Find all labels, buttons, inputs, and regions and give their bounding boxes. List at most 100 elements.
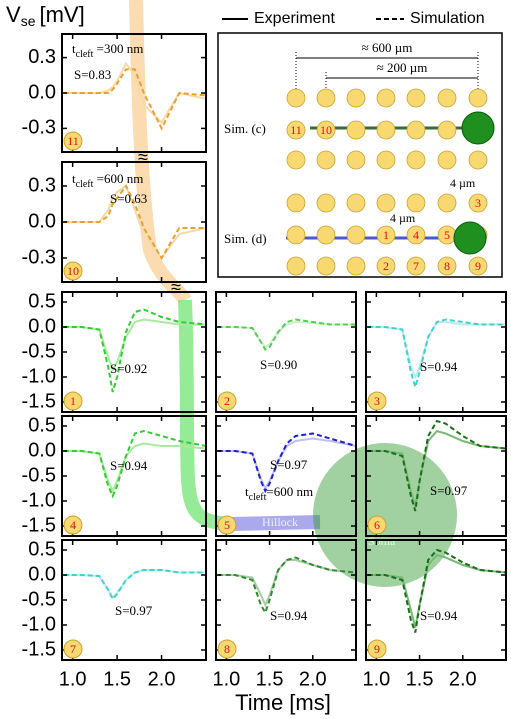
y-tick-label: 0.3: [28, 46, 56, 68]
x-tick-label: 1.0: [362, 668, 390, 690]
electrode: [376, 150, 396, 170]
y-tick-label: -0.5: [22, 588, 56, 610]
hillock: [229, 515, 321, 531]
plot-area: [217, 556, 356, 615]
plot-area: [63, 61, 206, 131]
panel-number: 10: [67, 264, 79, 278]
electrode-label: 5: [444, 228, 450, 242]
x-tick-label: 2.0: [449, 668, 477, 690]
plot-area: [217, 318, 356, 351]
panel-badge: [367, 391, 387, 411]
similarity-label: S=0.94: [420, 608, 458, 623]
panel-frame: [215, 291, 357, 413]
y-tick-label: -1.5: [22, 638, 56, 660]
electrode: [286, 193, 306, 213]
electrode: [468, 193, 488, 213]
panel-number: 7: [70, 642, 76, 656]
electrode: [376, 88, 396, 108]
panel-number: 2: [224, 394, 230, 408]
electrode: [406, 150, 426, 170]
similarity-label: S=0.97: [270, 457, 308, 472]
panel: 5 S=0.97 tcleft=600 nm: [215, 415, 357, 537]
x-axis-label: Time [ms]: [235, 690, 331, 715]
soma: [313, 443, 457, 587]
panel-badge: [63, 131, 83, 151]
cleft-t: t: [72, 41, 76, 56]
panel-number: 6: [374, 518, 380, 532]
electrode-label: 8: [444, 259, 450, 273]
y-label-main: V: [6, 2, 21, 27]
electrode: [316, 88, 336, 108]
electrode-label: 1: [383, 228, 389, 242]
y-tick-label: -1.5: [22, 390, 56, 412]
panel-number: 4: [70, 518, 76, 532]
series-line: [63, 184, 206, 260]
series-line: [367, 318, 506, 391]
electrode: [468, 256, 488, 276]
panel-badge: [367, 515, 387, 535]
electrode: [468, 88, 488, 108]
x-tick-label: 1.5: [103, 668, 131, 690]
panel-frame: [61, 539, 207, 661]
electrode: [346, 225, 366, 245]
similarity-label: S=0.97: [430, 483, 468, 498]
panel-badge: [367, 639, 387, 659]
electrode: [437, 193, 457, 213]
panel-number: 1: [70, 394, 76, 408]
sim-c-label: Sim. (c): [224, 121, 266, 136]
axon-orange: [129, 0, 192, 304]
y-tick-label: 0.0: [28, 439, 56, 461]
electrode: [376, 193, 396, 213]
electrode: [286, 225, 306, 245]
y-tick-label: -1.0: [22, 613, 56, 635]
plot-area: [367, 548, 506, 633]
electrode: [437, 88, 457, 108]
electrode: [437, 150, 457, 170]
similarity-label: S=0.90: [260, 357, 297, 372]
electrode-label: 10: [320, 123, 332, 137]
series-line: [367, 548, 506, 633]
panel: 1.0 1.5 2.0 8 S=0.94: [212, 539, 357, 690]
similarity-label: S=0.92: [110, 361, 147, 376]
series-line: [217, 318, 356, 351]
series-line: [63, 68, 206, 131]
y-tick-label: -0.5: [22, 464, 56, 486]
cleft-value: =300 nm: [93, 41, 143, 56]
sim-d-label: Sim. (d): [224, 231, 267, 246]
electrode: [468, 150, 488, 170]
electrode-diagram: ≈ 600 µm ≈ 200 µm 1110314562789 Sim. (c)…: [217, 32, 503, 278]
electrode: [346, 150, 366, 170]
electrode-label: 4: [413, 228, 419, 242]
electrode-label: 9: [475, 259, 481, 273]
panel-badge: [217, 391, 237, 411]
electrode: [437, 120, 457, 140]
dimension-label: ≈ 200 µm: [377, 60, 428, 75]
legend: Experiment Simulation: [222, 10, 485, 27]
panel-badge: [217, 639, 237, 659]
electrode: [316, 120, 336, 140]
electrode: [346, 88, 366, 108]
plot-area: [63, 308, 206, 393]
y-tick-label: 0.5: [28, 414, 56, 436]
panel-badge: [63, 515, 83, 535]
electrode: [376, 120, 396, 140]
plot-area: [367, 419, 506, 512]
panel: 2 S=0.90: [215, 291, 357, 413]
y-label-sub: se: [21, 13, 36, 29]
soma-c: [461, 111, 495, 145]
legend-label: Experiment: [254, 10, 335, 27]
similarity-label: S=0.63: [110, 191, 147, 206]
break-mark: ≈: [171, 277, 181, 297]
panel: 6 S=0.97: [365, 415, 507, 537]
y-tick-label: 0.3: [28, 174, 56, 196]
x-tick-label: 1.0: [59, 668, 87, 690]
gap-label: 4 µm: [390, 211, 416, 225]
electrode: [316, 150, 336, 170]
electrode: [316, 193, 336, 213]
cleft-value: =600 nm: [93, 171, 143, 186]
axon-green: [178, 299, 231, 531]
y-label-unit: [mV]: [39, 2, 84, 27]
electrode: [286, 256, 306, 276]
similarity-label: S=0.94: [420, 359, 458, 374]
